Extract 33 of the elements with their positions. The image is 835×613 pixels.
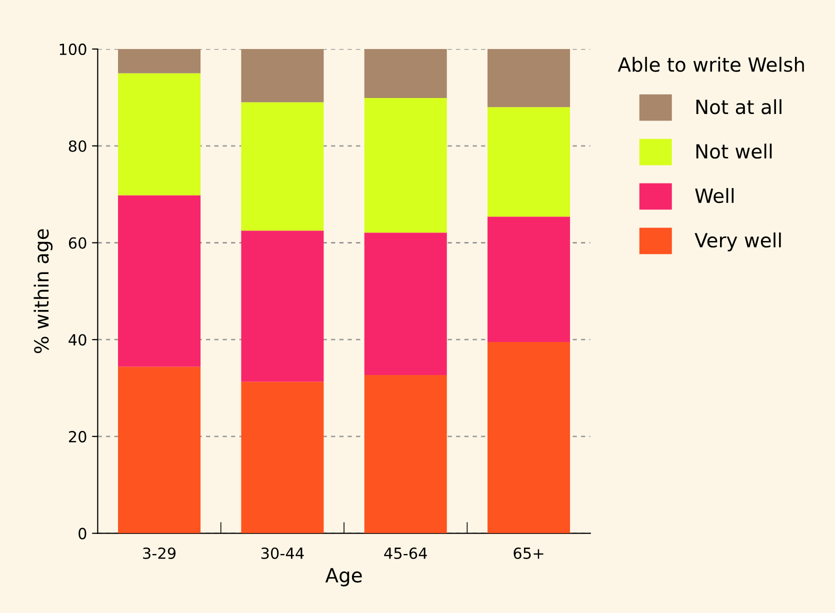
y-tick-label: 60 xyxy=(68,237,86,249)
bar xyxy=(118,73,201,196)
legend-label: Very well xyxy=(694,232,781,252)
legend-label: Well xyxy=(695,188,734,204)
bar xyxy=(118,366,201,534)
x-tick-label: 65+ xyxy=(514,547,544,560)
bar xyxy=(488,216,570,342)
bar xyxy=(241,102,324,231)
bar xyxy=(241,382,324,534)
legend-label: Not well xyxy=(696,144,772,159)
legend-title: Able to write Welsh xyxy=(618,56,804,72)
bar xyxy=(488,49,570,108)
x-tick-label: 3-29 xyxy=(143,547,176,560)
bar xyxy=(488,342,570,534)
bar xyxy=(488,107,570,217)
x-tick-label: 45-64 xyxy=(384,547,427,560)
bar xyxy=(364,232,447,375)
bar xyxy=(118,195,201,367)
legend-label: Not at all xyxy=(696,99,782,114)
x-axis-title: Age xyxy=(325,568,362,586)
y-tick-label: 40 xyxy=(68,334,86,346)
y-tick-label: 20 xyxy=(68,430,86,442)
y-tick-label: 0 xyxy=(78,528,86,540)
bar xyxy=(364,49,447,98)
y-tick-label: 80 xyxy=(68,140,86,152)
bar xyxy=(364,98,447,233)
bar xyxy=(241,49,324,102)
bar xyxy=(241,230,324,382)
bar xyxy=(118,49,201,74)
y-axis-title: % within age xyxy=(34,229,53,354)
x-tick-label: 30-44 xyxy=(261,547,304,560)
bar xyxy=(364,374,447,534)
y-tick-label: 100 xyxy=(60,44,86,56)
